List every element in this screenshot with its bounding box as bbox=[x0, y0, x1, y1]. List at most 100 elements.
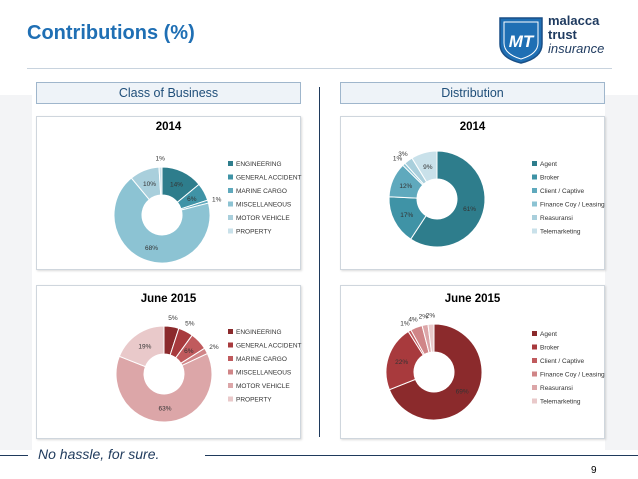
data-label-property: 1% bbox=[156, 156, 166, 163]
footer-rule-right bbox=[205, 455, 638, 456]
logo-badge-text: MT bbox=[509, 32, 535, 51]
chart-panel-distribution-2014: 2014 61% 17% 12% 1% 3% 9% Agent Broker Client / … bbox=[340, 116, 605, 270]
logo-line-2: trust bbox=[548, 27, 577, 42]
donut-slice-property bbox=[118, 325, 165, 368]
legend-swatch-telemarketing bbox=[532, 228, 537, 234]
donut-chart-distribution-2014: 61% 17% 12% 1%3% 9% Agent Broker Client / Capti… bbox=[388, 150, 605, 248]
legend-swatch-telemarketing bbox=[532, 398, 537, 404]
legend-label-reasuransi: Reasuransi bbox=[540, 385, 573, 392]
legend-swatch-marine-cargo bbox=[228, 356, 233, 361]
legend-swatch-miscellaneous bbox=[228, 369, 233, 375]
company-logo: MT bbox=[499, 17, 543, 64]
legend-label-broker: Broker bbox=[540, 345, 560, 352]
data-label-finance-coy-leasing: 1% bbox=[393, 155, 403, 162]
logo-wordmark: malacca trust insurance bbox=[548, 14, 604, 56]
data-label-client-captive: 12% bbox=[399, 183, 412, 190]
data-label-agent: 69% bbox=[456, 389, 469, 396]
legend-label-engineering: ENGINEERING bbox=[236, 329, 282, 336]
chart-panel-distribution-june-2015: June 2015 69% 22% 1% 4% 2% 2% Agent Broker Clien… bbox=[340, 285, 605, 439]
data-label-general-accident: 6% bbox=[187, 196, 197, 203]
legend-label-agent: Agent bbox=[540, 331, 557, 338]
data-label-engineering: 14% bbox=[170, 182, 183, 189]
legend-swatch-miscellaneous bbox=[228, 201, 233, 207]
chart-title: 2014 bbox=[459, 121, 486, 133]
legend-label-marine-cargo: MARINE CARGO bbox=[236, 188, 287, 195]
legend-label-property: PROPERTY bbox=[236, 229, 272, 236]
data-label-motor-vehicle: 10% bbox=[143, 181, 156, 188]
donut-slice-property bbox=[158, 166, 163, 196]
chart-title: June 2015 bbox=[444, 293, 501, 305]
section-header-distribution: Distribution bbox=[340, 82, 605, 104]
donut-slice-telemarketing bbox=[411, 150, 438, 183]
logo-line-3: insurance bbox=[548, 41, 605, 56]
background-shape-left bbox=[0, 95, 32, 450]
donut-chart-class-june-2015: 5% 5% 6% 2% 63% 19% ENGINEERING GENERAL ACCIDEN… bbox=[115, 315, 302, 423]
tagline: No hassle, for sure. bbox=[38, 446, 160, 462]
data-label-marine-cargo: 1% bbox=[212, 197, 222, 204]
legend-swatch-motor-vehicle bbox=[228, 215, 233, 220]
legend-label-miscellaneous: MISCELLANEOUS bbox=[236, 202, 292, 209]
legend-label-broker: Broker bbox=[540, 175, 560, 182]
legend-swatch-finance-coy-leasing bbox=[532, 371, 537, 377]
data-label-client-captive: 1% bbox=[400, 320, 410, 327]
data-label-miscellaneous: 2% bbox=[209, 344, 219, 351]
logo-line-1: malacca bbox=[548, 13, 600, 28]
data-label-motor-vehicle: 63% bbox=[159, 405, 172, 412]
legend-label-marine-cargo: MARINE CARGO bbox=[236, 356, 287, 363]
data-label-engineering: 5% bbox=[168, 315, 178, 322]
legend-swatch-client-captive bbox=[532, 188, 537, 193]
donut-chart-class-2014: 14% 6% 1% 68% 10% 1% ENGINEERING GENERAL ACCIDE… bbox=[113, 156, 302, 264]
chart-title: June 2015 bbox=[140, 293, 197, 305]
legend-swatch-property bbox=[228, 396, 233, 402]
data-label-broker: 22% bbox=[395, 359, 408, 366]
donut-slice-agent bbox=[410, 150, 486, 248]
legend-swatch-agent bbox=[532, 331, 537, 336]
data-label-telemarketing: 9% bbox=[423, 164, 433, 171]
legend-label-client-captive: Client / Captive bbox=[540, 188, 584, 195]
legend-swatch-reasuransi bbox=[532, 215, 537, 220]
legend-swatch-engineering bbox=[228, 161, 233, 166]
data-label-general-accident: 5% bbox=[185, 321, 195, 328]
legend-swatch-agent bbox=[532, 161, 537, 166]
donut-slice-agent bbox=[388, 323, 483, 421]
legend-swatch-general-accident bbox=[228, 342, 233, 348]
legend-label-finance-coy-leasing: Finance Coy / Leasing bbox=[540, 372, 605, 379]
data-label-telemarketing: 2% bbox=[426, 313, 436, 320]
legend-swatch-property bbox=[228, 228, 233, 234]
section-header-class-of-business: Class of Business bbox=[36, 82, 301, 104]
vertical-divider bbox=[319, 87, 320, 437]
data-label-property: 19% bbox=[138, 343, 151, 350]
legend-label-motor-vehicle: MOTOR VEHICLE bbox=[236, 215, 290, 222]
legend-label-telemarketing: Telemarketing bbox=[540, 229, 581, 236]
legend-label-property: PROPERTY bbox=[236, 397, 272, 404]
data-label-marine-cargo: 6% bbox=[184, 348, 194, 355]
legend-swatch-finance-coy-leasing bbox=[532, 201, 537, 207]
legend-swatch-marine-cargo bbox=[228, 188, 233, 193]
footer-rule-left bbox=[0, 455, 28, 456]
donut-slice-telemarketing bbox=[427, 323, 435, 353]
background-shape-right bbox=[605, 95, 638, 450]
legend-label-motor-vehicle: MOTOR VEHICLE bbox=[236, 383, 290, 390]
legend-swatch-engineering bbox=[228, 329, 233, 334]
legend-swatch-broker bbox=[532, 344, 537, 350]
legend-swatch-client-captive bbox=[532, 358, 537, 363]
legend-label-agent: Agent bbox=[540, 161, 557, 168]
data-label-reasuransi: 2% bbox=[419, 314, 429, 321]
chart-panel-class-june-2015: June 2015 5% 5% 6% 2% 63% 19% ENGINEERING GENER… bbox=[36, 285, 302, 439]
legend-swatch-motor-vehicle bbox=[228, 383, 233, 388]
chart-panel-class-2014: 2014 14% 6% 1% 68% 10% 1% ENGINEERING GENERAL A… bbox=[36, 116, 302, 270]
chart-title: 2014 bbox=[155, 121, 182, 133]
legend-label-engineering: ENGINEERING bbox=[236, 161, 282, 168]
data-label-broker: 17% bbox=[400, 212, 413, 219]
donut-slice-miscellaneous bbox=[113, 177, 211, 264]
legend-label-telemarketing: Telemarketing bbox=[540, 399, 581, 406]
donut-slice-motor-vehicle bbox=[115, 352, 213, 423]
legend-swatch-general-accident bbox=[228, 174, 233, 180]
page-number: 9 bbox=[591, 465, 597, 476]
legend-label-general-accident: GENERAL ACCIDENT bbox=[236, 175, 302, 182]
legend-label-miscellaneous: MISCELLANEOUS bbox=[236, 370, 292, 377]
legend-label-finance-coy-leasing: Finance Coy / Leasing bbox=[540, 202, 605, 209]
data-label-reasuransi: 3% bbox=[398, 151, 408, 158]
legend-label-client-captive: Client / Captive bbox=[540, 358, 584, 365]
